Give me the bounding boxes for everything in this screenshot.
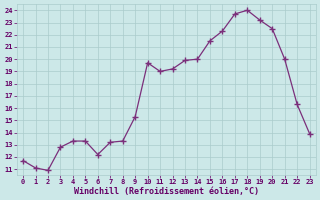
X-axis label: Windchill (Refroidissement éolien,°C): Windchill (Refroidissement éolien,°C) xyxy=(74,187,259,196)
